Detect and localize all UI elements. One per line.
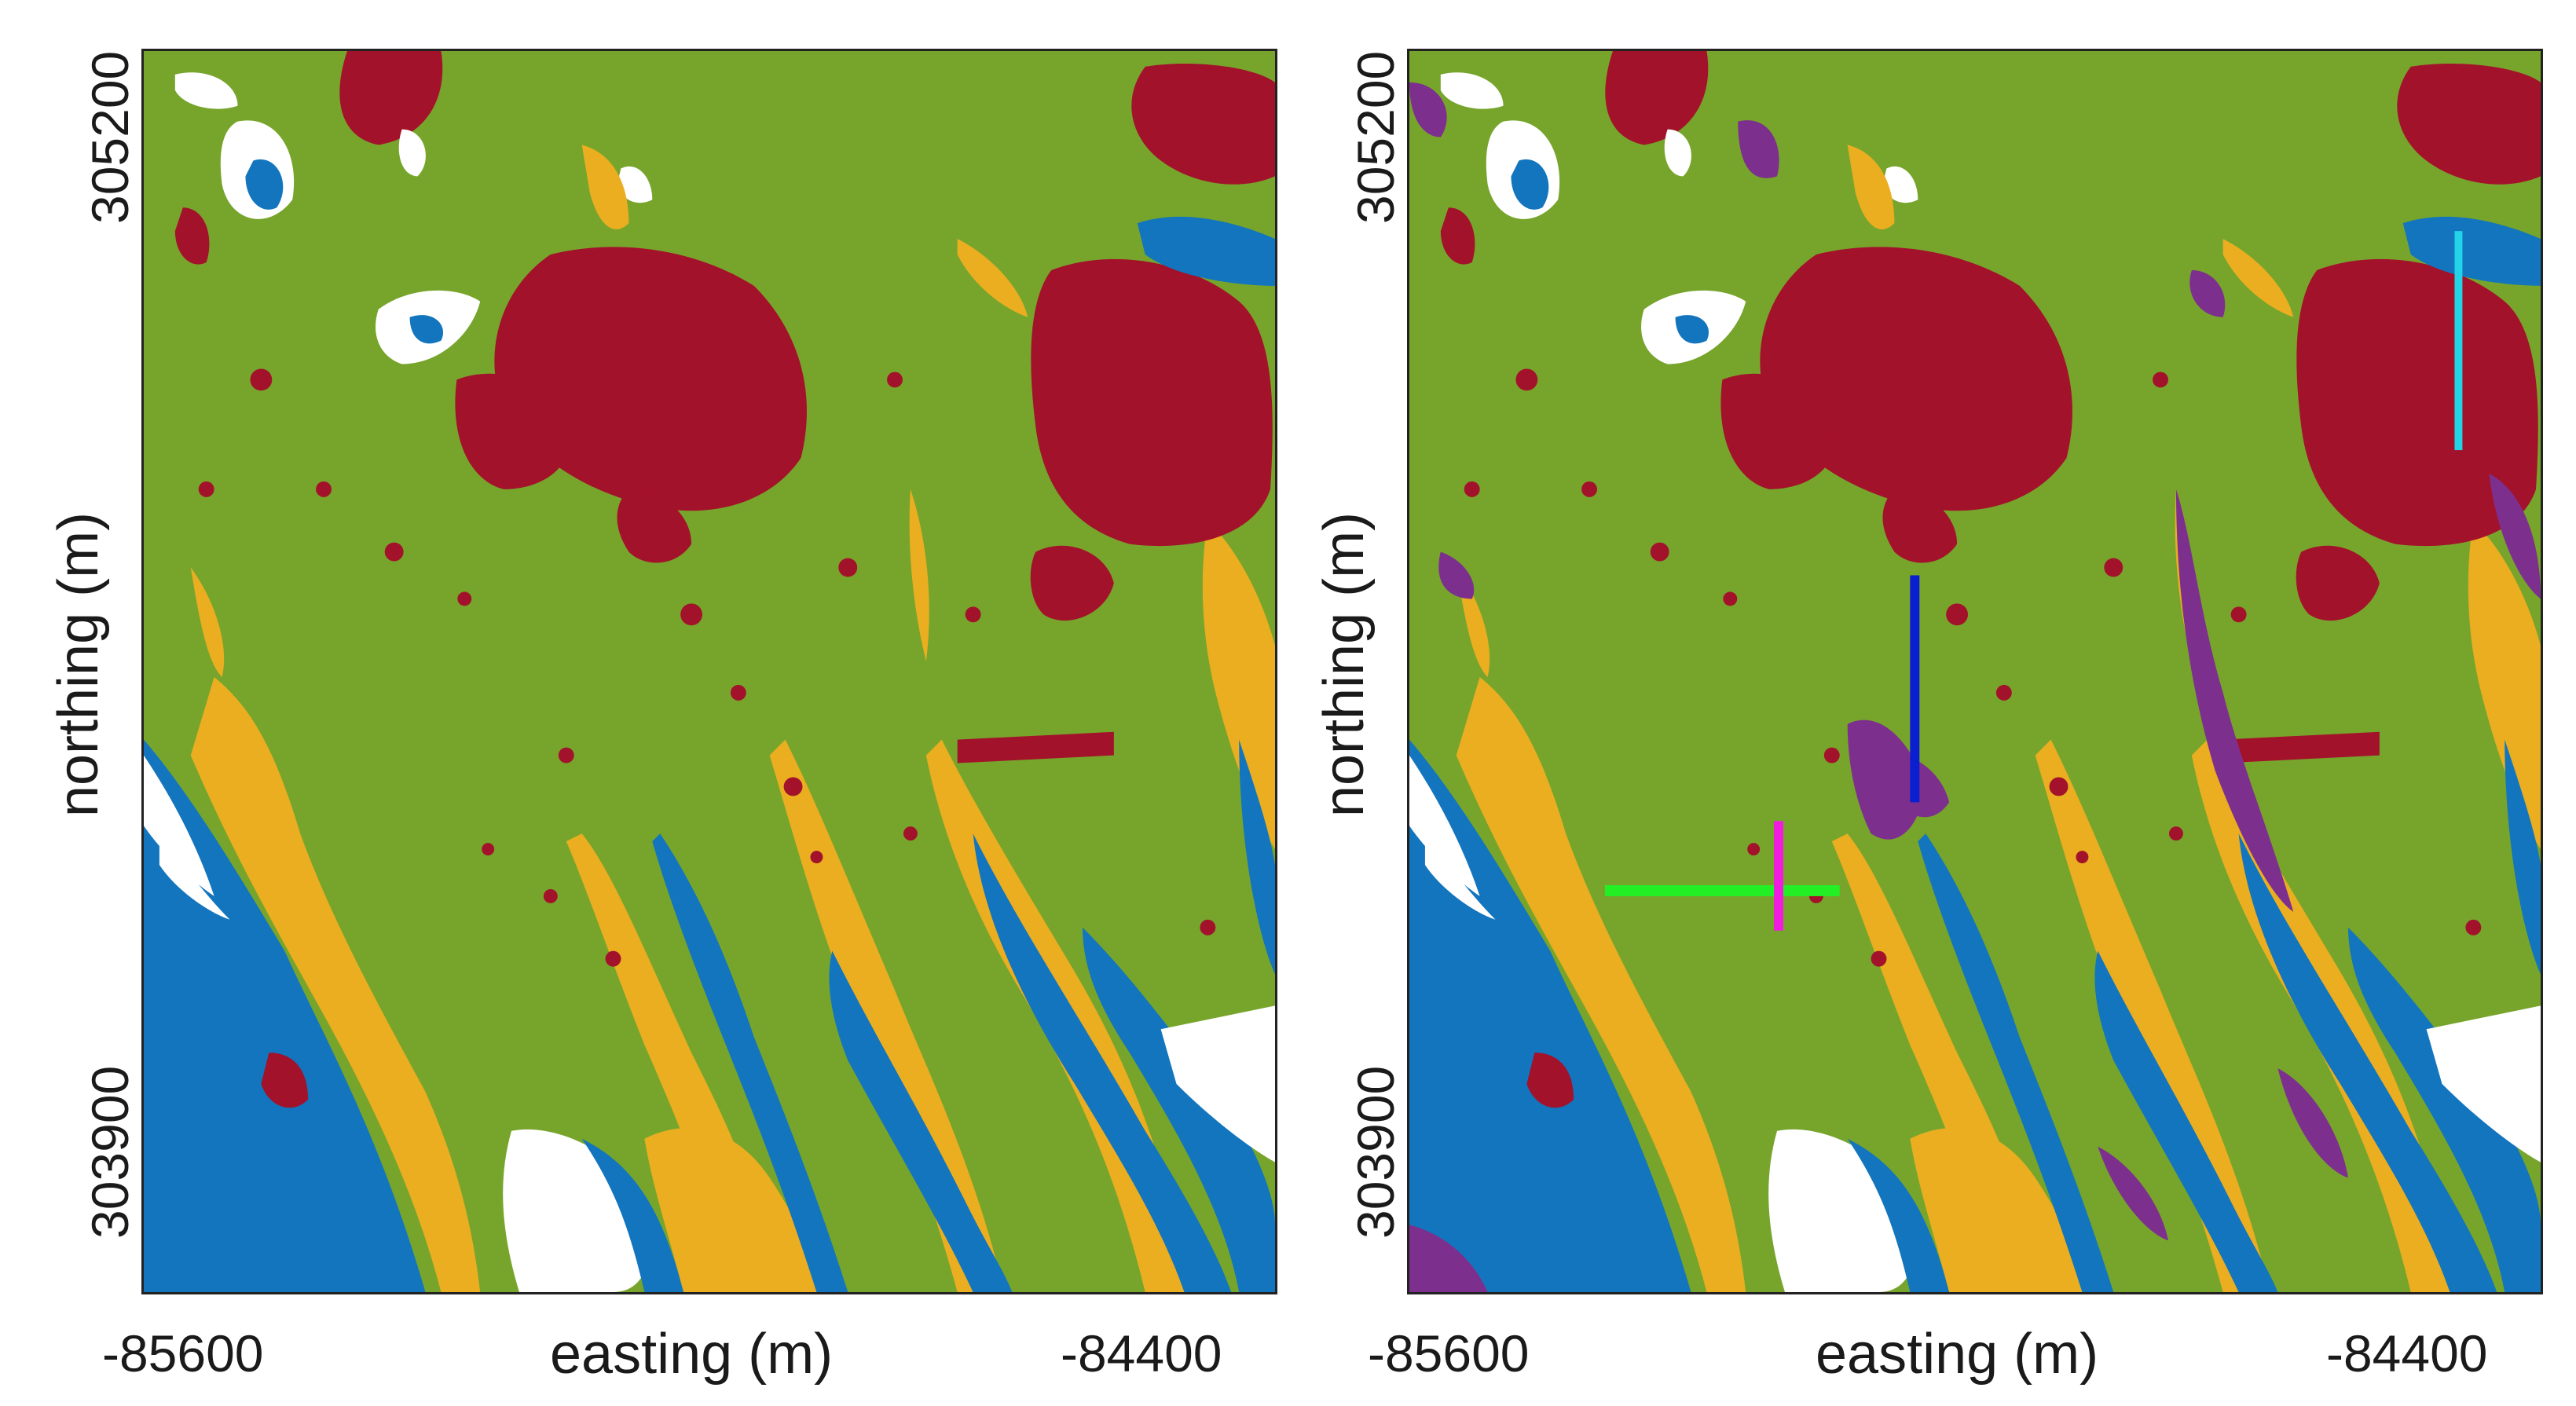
x-tick-right: -84400: [2326, 1324, 2488, 1382]
x-axis-label: easting (m): [1816, 1323, 2099, 1386]
x-axis-label: easting (m): [550, 1323, 834, 1386]
y-tick-top: 305200: [81, 50, 139, 224]
transect-blue: [1910, 575, 1920, 803]
transect-magenta: [1774, 821, 1784, 931]
left-map-raster: [144, 51, 1275, 1292]
left-map-image: [141, 49, 1277, 1294]
x-tick-left: -85600: [102, 1324, 264, 1382]
left-map-panel: 305200 303900 northing (m) -85600 -84400…: [47, 49, 1277, 1386]
right-map-image: [1407, 49, 2543, 1294]
right-map-raster: [1409, 51, 2541, 1292]
x-tick-left: -85600: [1368, 1324, 1530, 1382]
transect-cyan: [2454, 231, 2463, 451]
y-tick-bottom: 303900: [1347, 1065, 1405, 1239]
y-axis-label: northing (m): [47, 511, 110, 818]
y-axis-label: northing (m): [1313, 511, 1376, 818]
purple-class-patches: [1409, 82, 2541, 1292]
y-tick-top: 305200: [1347, 50, 1405, 224]
transect-green: [1604, 884, 1840, 896]
x-tick-right: -84400: [1061, 1324, 1222, 1382]
right-map-panel: 305200 303900 northing (m) -85600 -84400…: [1266, 0, 2554, 1406]
y-tick-bottom: 303900: [81, 1065, 139, 1239]
